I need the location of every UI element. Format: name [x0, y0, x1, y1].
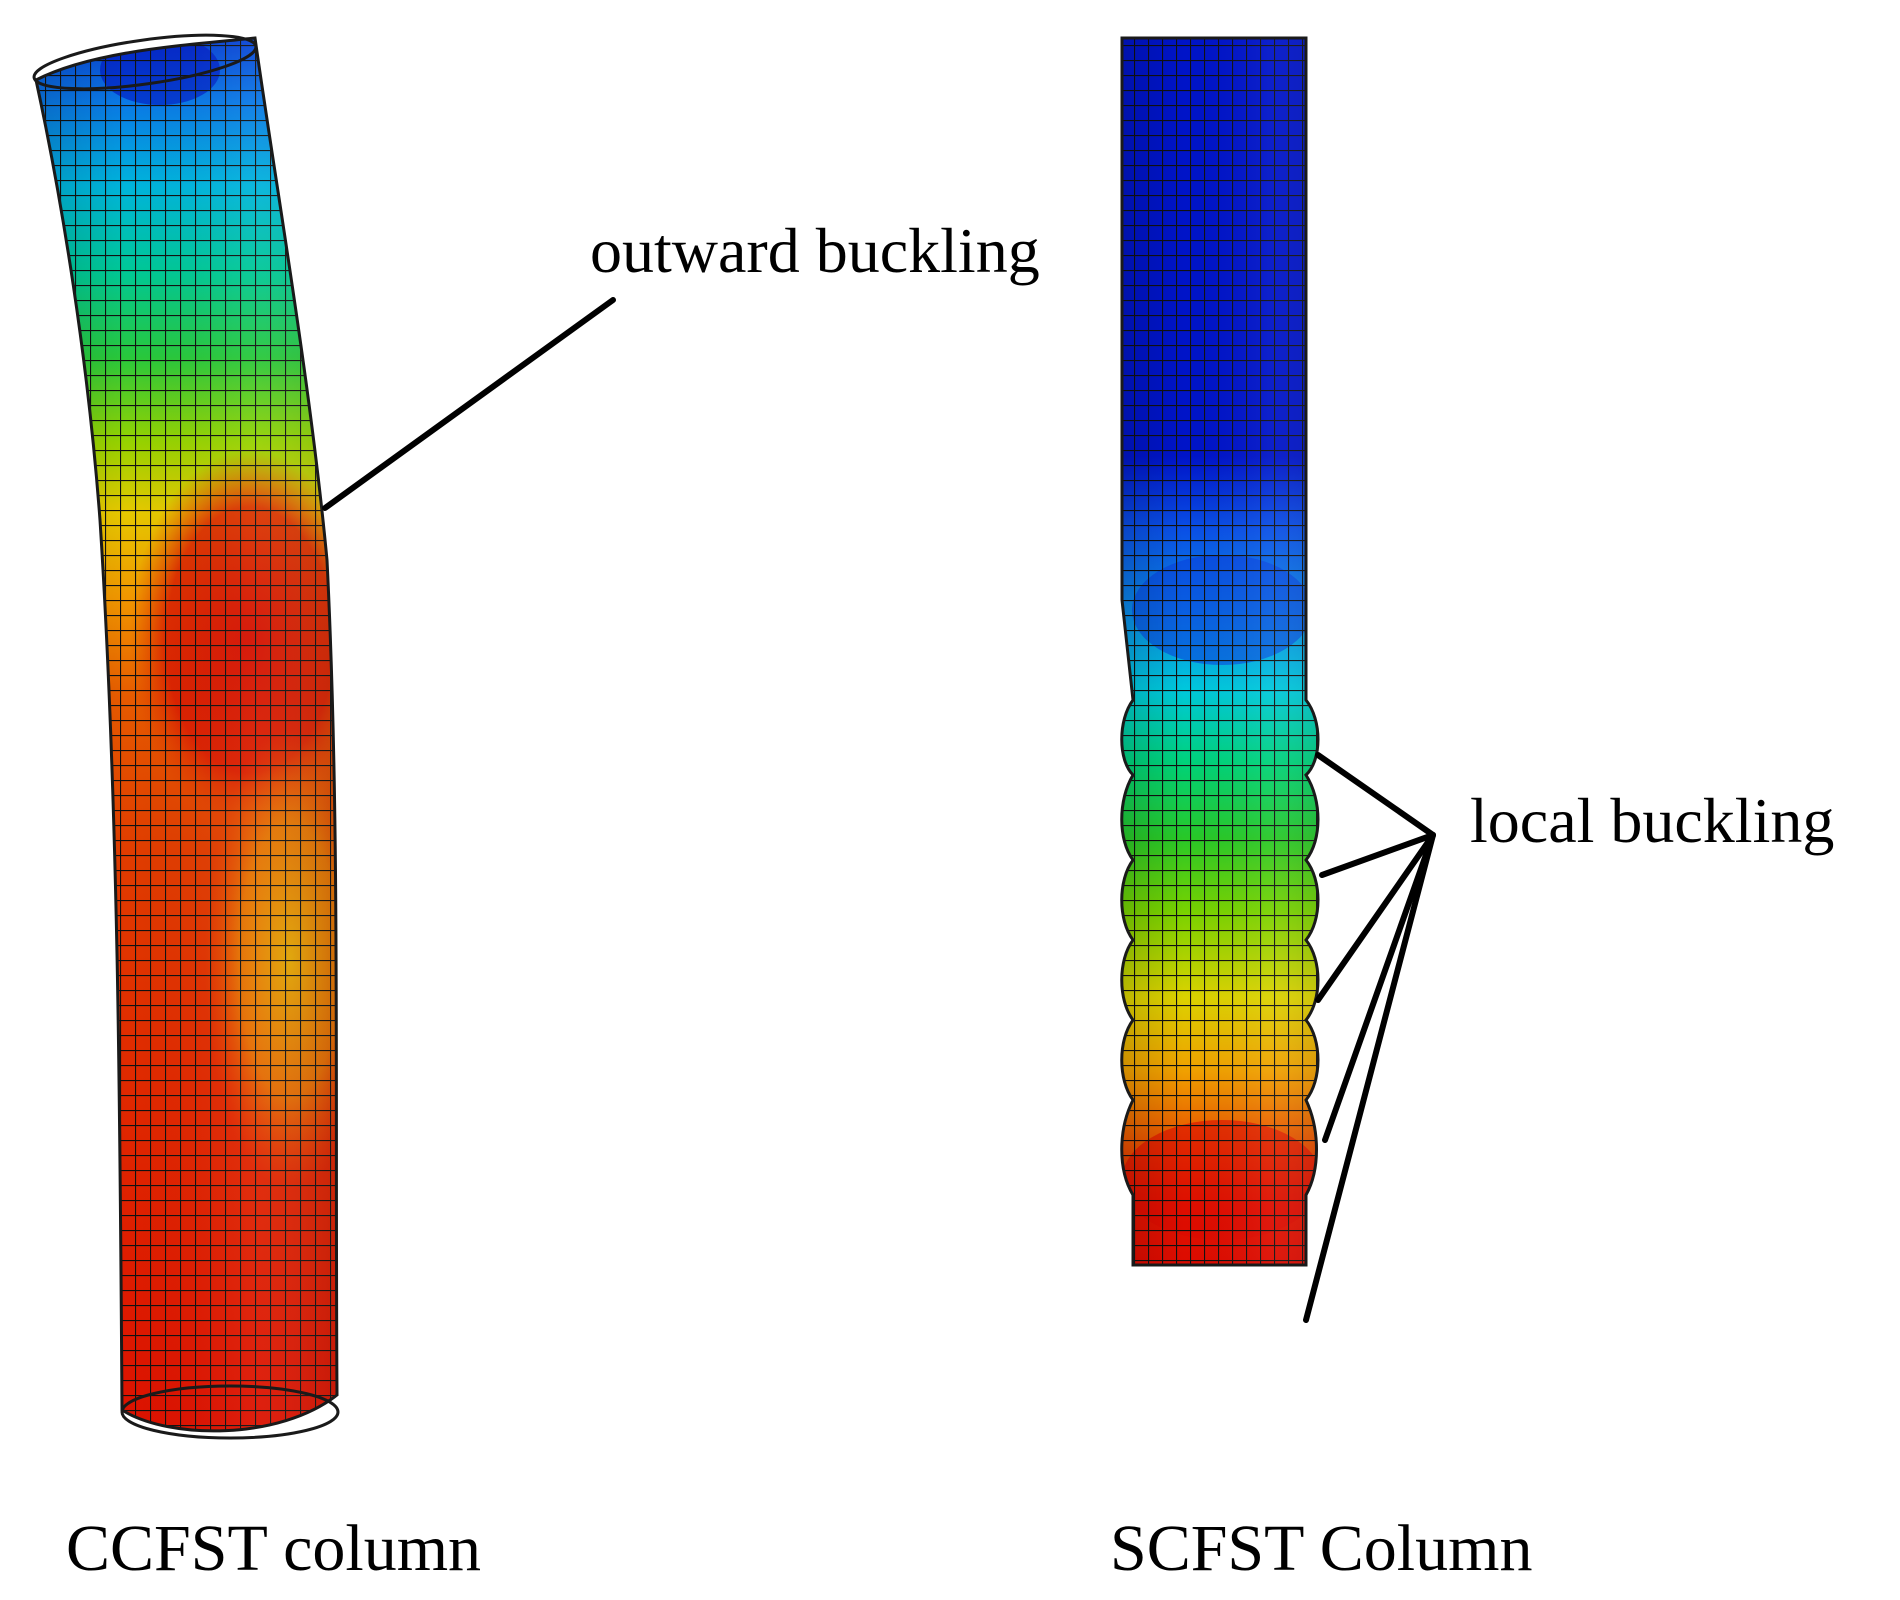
outward-buckling-leader: [322, 297, 616, 511]
local-buckling-leaders: [1303, 752, 1436, 1323]
ccfst-column-model: [32, 33, 340, 1440]
scfst-column-caption: SCFST Column: [1110, 1512, 1532, 1585]
local-buckling-label: local buckling: [1470, 785, 1834, 856]
scfst-column-model: [1120, 36, 1320, 1267]
ccfst-column-caption: CCFST column: [66, 1512, 481, 1585]
outward-buckling-label: outward buckling: [590, 215, 1040, 286]
